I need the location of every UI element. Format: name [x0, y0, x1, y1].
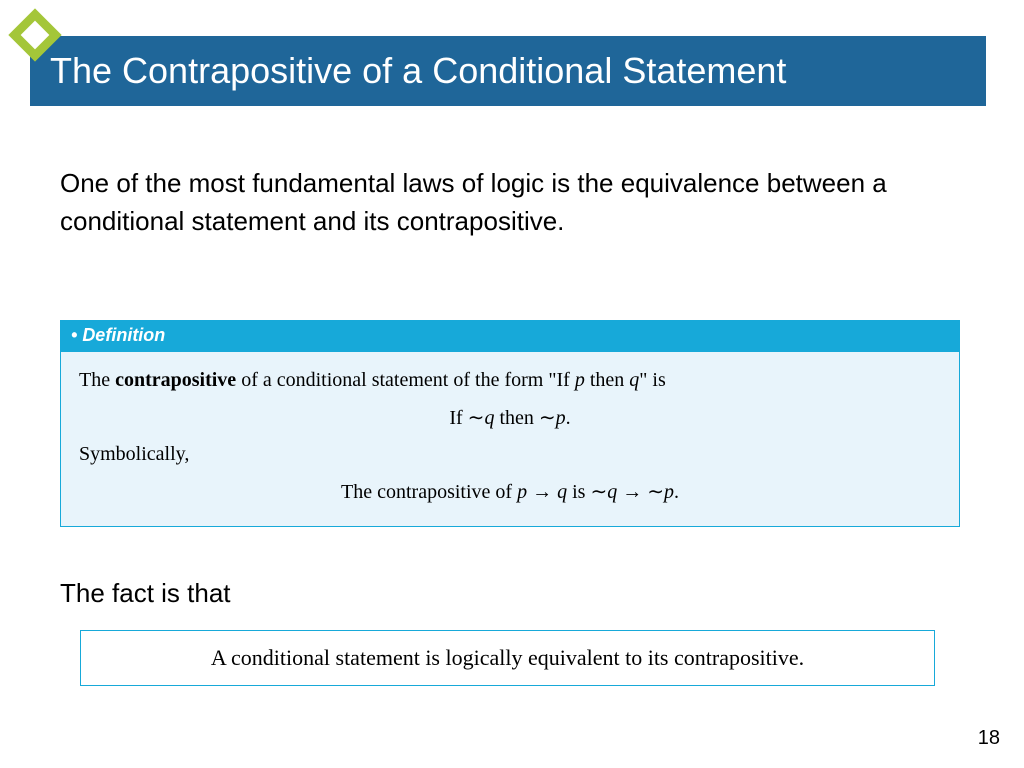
def-text: then — [585, 369, 629, 391]
var-q: q — [629, 369, 639, 391]
intro-paragraph: One of the most fundamental laws of logi… — [60, 165, 904, 240]
definition-line-1: The contrapositive of a conditional stat… — [79, 364, 941, 396]
definition-symbolically: Symbolically, — [79, 438, 941, 470]
def-text: of a conditional statement of the form "… — [236, 369, 575, 391]
def-formula-1: If ∼q then ∼p. — [449, 407, 570, 429]
fact-label: The fact is that — [60, 578, 231, 609]
var-expr: p — [517, 481, 527, 503]
definition-center-1: If ∼q then ∼p. — [79, 402, 941, 434]
definition-center-2: The contrapositive of p → q is ∼q → ∼p. — [79, 476, 941, 508]
slide-title: The Contrapositive of a Conditional Stat… — [50, 50, 786, 92]
def-text: The — [79, 369, 115, 391]
fact-box: A conditional statement is logically equ… — [80, 630, 935, 686]
var-expr: p — [664, 481, 674, 503]
var-expr: q — [607, 481, 617, 503]
def-text: is — [567, 481, 590, 503]
slide-title-bar: The Contrapositive of a Conditional Stat… — [30, 36, 986, 106]
definition-box: Definition The contrapositive of a condi… — [60, 320, 960, 527]
var-p: p — [575, 369, 585, 391]
definition-header: Definition — [61, 321, 959, 352]
def-text: " is — [639, 369, 666, 391]
page-number: 18 — [978, 727, 1000, 750]
definition-body: The contrapositive of a conditional stat… — [61, 352, 959, 526]
var-expr: q — [557, 481, 567, 503]
diamond-bullet-icon — [6, 6, 64, 64]
def-bold: contrapositive — [115, 369, 236, 391]
def-text: The contrapositive of — [341, 481, 517, 503]
